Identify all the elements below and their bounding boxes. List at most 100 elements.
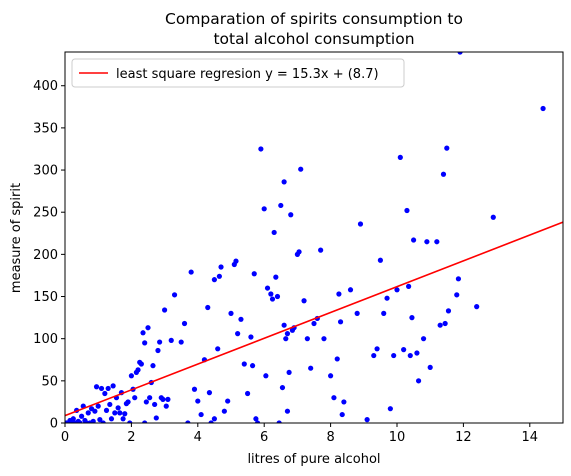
data-point <box>142 420 148 423</box>
data-point <box>211 277 217 283</box>
data-point <box>245 390 251 397</box>
data-point <box>128 373 134 379</box>
x-tick-label: 10 <box>389 430 406 445</box>
data-point <box>248 334 254 340</box>
data-point <box>181 320 188 327</box>
data-point <box>384 295 390 301</box>
data-point <box>211 416 217 422</box>
legend-box <box>71 58 405 88</box>
data-point <box>394 287 400 293</box>
data-point <box>138 361 144 367</box>
data-point <box>77 420 83 423</box>
data-point <box>278 202 284 209</box>
regression-layer <box>65 221 563 417</box>
data-point <box>336 291 342 297</box>
legend: least square regresion y = 15.3x + (8.7) <box>71 58 405 88</box>
data-point <box>117 410 123 416</box>
data-point <box>235 331 241 337</box>
data-point <box>334 356 340 362</box>
data-point <box>284 408 291 414</box>
data-point <box>97 417 103 423</box>
regression-line <box>65 221 563 417</box>
data-point <box>105 385 111 392</box>
data-point <box>474 304 480 310</box>
points-layer <box>65 52 546 423</box>
data-point <box>357 221 364 227</box>
data-point <box>301 298 307 304</box>
data-point <box>371 352 377 359</box>
data-point <box>296 249 302 255</box>
data-point <box>364 417 370 423</box>
data-point <box>191 386 198 392</box>
data-point <box>407 352 413 359</box>
data-point <box>279 384 286 391</box>
data-point <box>401 347 407 353</box>
data-point <box>337 319 344 325</box>
plot-frame <box>64 51 564 424</box>
data-point <box>283 336 289 342</box>
data-point <box>381 310 387 316</box>
data-point <box>135 367 141 373</box>
data-point <box>440 171 447 177</box>
data-point <box>397 154 403 160</box>
data-point <box>409 315 415 321</box>
data-point <box>445 308 452 314</box>
data-point <box>274 293 281 300</box>
data-point <box>264 285 271 291</box>
chart-title-line-1: Comparation of spirits consumption to <box>165 10 463 28</box>
y-tick-label: 250 <box>33 206 58 221</box>
data-point <box>168 337 174 343</box>
data-point <box>165 396 171 402</box>
data-point <box>427 364 433 370</box>
data-point <box>125 399 131 405</box>
data-point <box>70 416 76 422</box>
data-point <box>437 322 443 328</box>
data-point <box>228 310 234 316</box>
x-axis-ticks: 0 2 4 6 8 10 12 14 <box>61 423 538 445</box>
data-point <box>85 410 91 416</box>
legend-label-regression: least square regresion y = 15.3x + (8.7) <box>116 67 379 82</box>
data-point <box>374 346 380 352</box>
data-point <box>284 331 291 337</box>
data-point <box>321 336 327 342</box>
x-tick-label: 0 <box>61 430 69 445</box>
data-point <box>120 416 126 422</box>
data-point <box>142 340 148 346</box>
data-point <box>112 410 118 416</box>
data-point <box>160 396 166 402</box>
data-point <box>100 420 106 423</box>
plot-area <box>65 52 563 423</box>
data-point <box>387 406 393 412</box>
data-point <box>308 365 314 371</box>
data-point <box>93 384 100 390</box>
data-point <box>205 304 211 311</box>
data-point <box>95 403 101 409</box>
y-tick-label: 350 <box>33 121 58 136</box>
data-point <box>198 411 204 418</box>
y-tick-label: 100 <box>33 332 58 347</box>
x-tick-label: 12 <box>455 430 472 445</box>
data-point <box>92 408 98 414</box>
y-tick-label: 300 <box>33 164 58 179</box>
x-tick-label: 8 <box>326 430 334 445</box>
data-point <box>150 363 156 369</box>
y-axis-ticks: 0 50 100 150 200 250 300 350 400 <box>33 79 65 432</box>
data-point <box>328 373 334 379</box>
data-point <box>269 296 276 302</box>
data-point <box>143 399 149 405</box>
data-point <box>103 407 110 413</box>
data-point <box>195 398 201 404</box>
data-point <box>233 258 239 264</box>
data-point <box>341 399 347 405</box>
data-point <box>253 416 259 422</box>
x-tick-label: 6 <box>260 430 268 445</box>
data-point <box>153 415 159 421</box>
y-axis-label: measure of spirit <box>9 183 24 293</box>
x-axis-label: litres of pure alcohol <box>247 452 380 467</box>
data-point <box>424 239 430 245</box>
data-point <box>147 395 153 401</box>
data-point <box>155 347 161 354</box>
data-point <box>238 316 244 322</box>
data-point <box>414 350 420 356</box>
